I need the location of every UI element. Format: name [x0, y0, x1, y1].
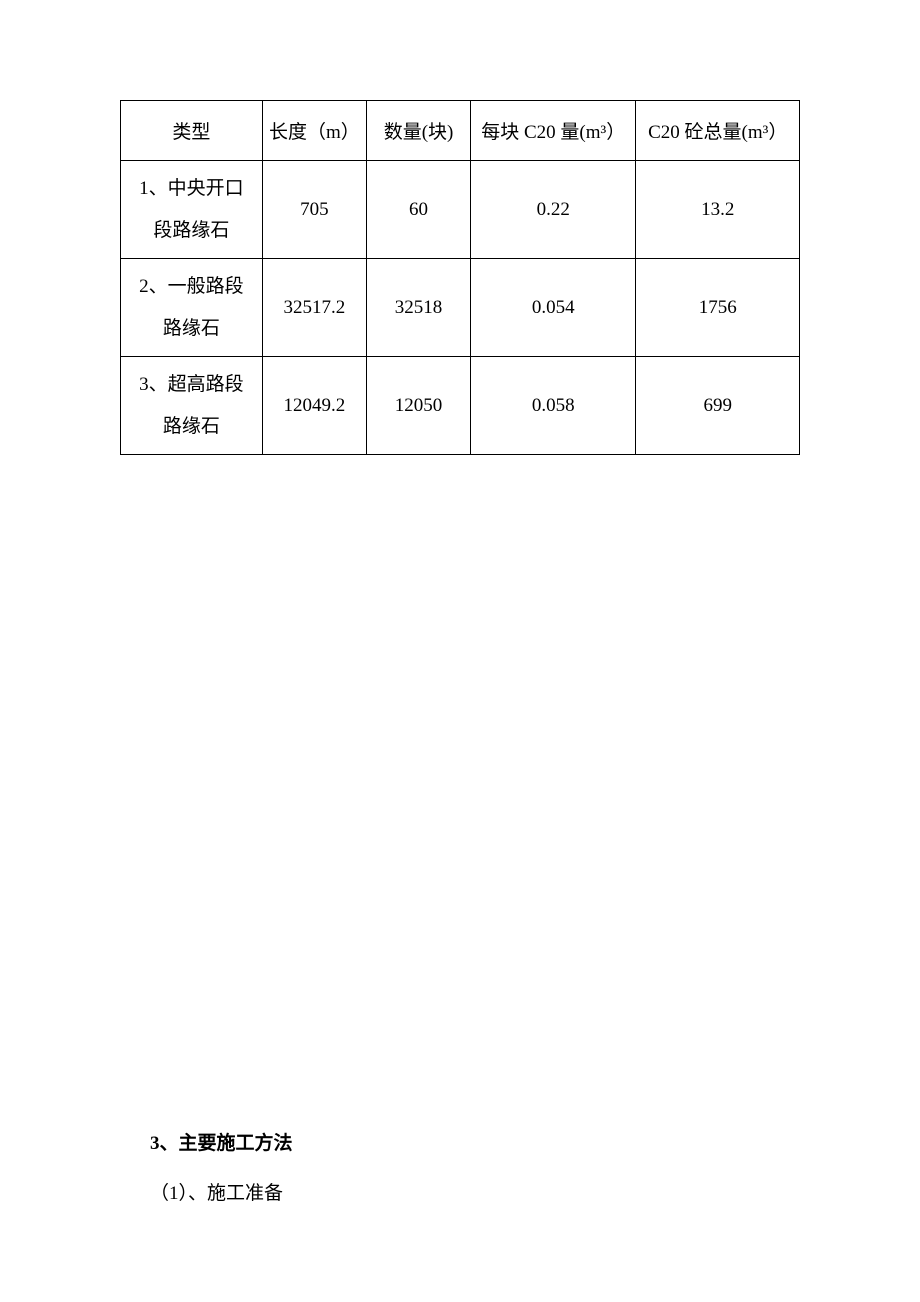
data-table: 类型 长度（m） 数量(块) 每块 C20 量(m³） C20 砼总量(m³） … — [120, 100, 800, 455]
table-header-row: 类型 长度（m） 数量(块) 每块 C20 量(m³） C20 砼总量(m³） — [121, 101, 800, 161]
type-line1: 3、超高路段 — [121, 364, 262, 406]
cell-type: 2、一般路段 路缘石 — [121, 259, 263, 357]
cell-perunit: 0.22 — [470, 161, 635, 259]
type-line2: 路缘石 — [121, 308, 262, 350]
header-type: 类型 — [121, 101, 263, 161]
section-heading: 3、主要施工方法 — [150, 1128, 293, 1155]
cell-total: 699 — [636, 357, 800, 455]
type-line1: 2、一般路段 — [121, 266, 262, 308]
cell-type: 1、中央开口 段路缘石 — [121, 161, 263, 259]
sub-heading: （1）、施工准备 — [150, 1178, 283, 1205]
cell-total: 1756 — [636, 259, 800, 357]
type-line1: 1、中央开口 — [121, 168, 262, 210]
cell-total: 13.2 — [636, 161, 800, 259]
header-total: C20 砼总量(m³） — [636, 101, 800, 161]
cell-type: 3、超高路段 路缘石 — [121, 357, 263, 455]
header-qty: 数量(块) — [367, 101, 471, 161]
table-row: 1、中央开口 段路缘石 705 60 0.22 13.2 — [121, 161, 800, 259]
header-perunit: 每块 C20 量(m³） — [470, 101, 635, 161]
cell-qty: 60 — [367, 161, 471, 259]
cell-length: 32517.2 — [262, 259, 366, 357]
header-length: 长度（m） — [262, 101, 366, 161]
cell-qty: 12050 — [367, 357, 471, 455]
type-line2: 路缘石 — [121, 406, 262, 448]
table-row: 3、超高路段 路缘石 12049.2 12050 0.058 699 — [121, 357, 800, 455]
cell-qty: 32518 — [367, 259, 471, 357]
page-container: 类型 长度（m） 数量(块) 每块 C20 量(m³） C20 砼总量(m³） … — [0, 0, 920, 455]
cell-perunit: 0.054 — [470, 259, 635, 357]
type-line2: 段路缘石 — [121, 210, 262, 252]
table-row: 2、一般路段 路缘石 32517.2 32518 0.054 1756 — [121, 259, 800, 357]
cell-perunit: 0.058 — [470, 357, 635, 455]
cell-length: 705 — [262, 161, 366, 259]
cell-length: 12049.2 — [262, 357, 366, 455]
